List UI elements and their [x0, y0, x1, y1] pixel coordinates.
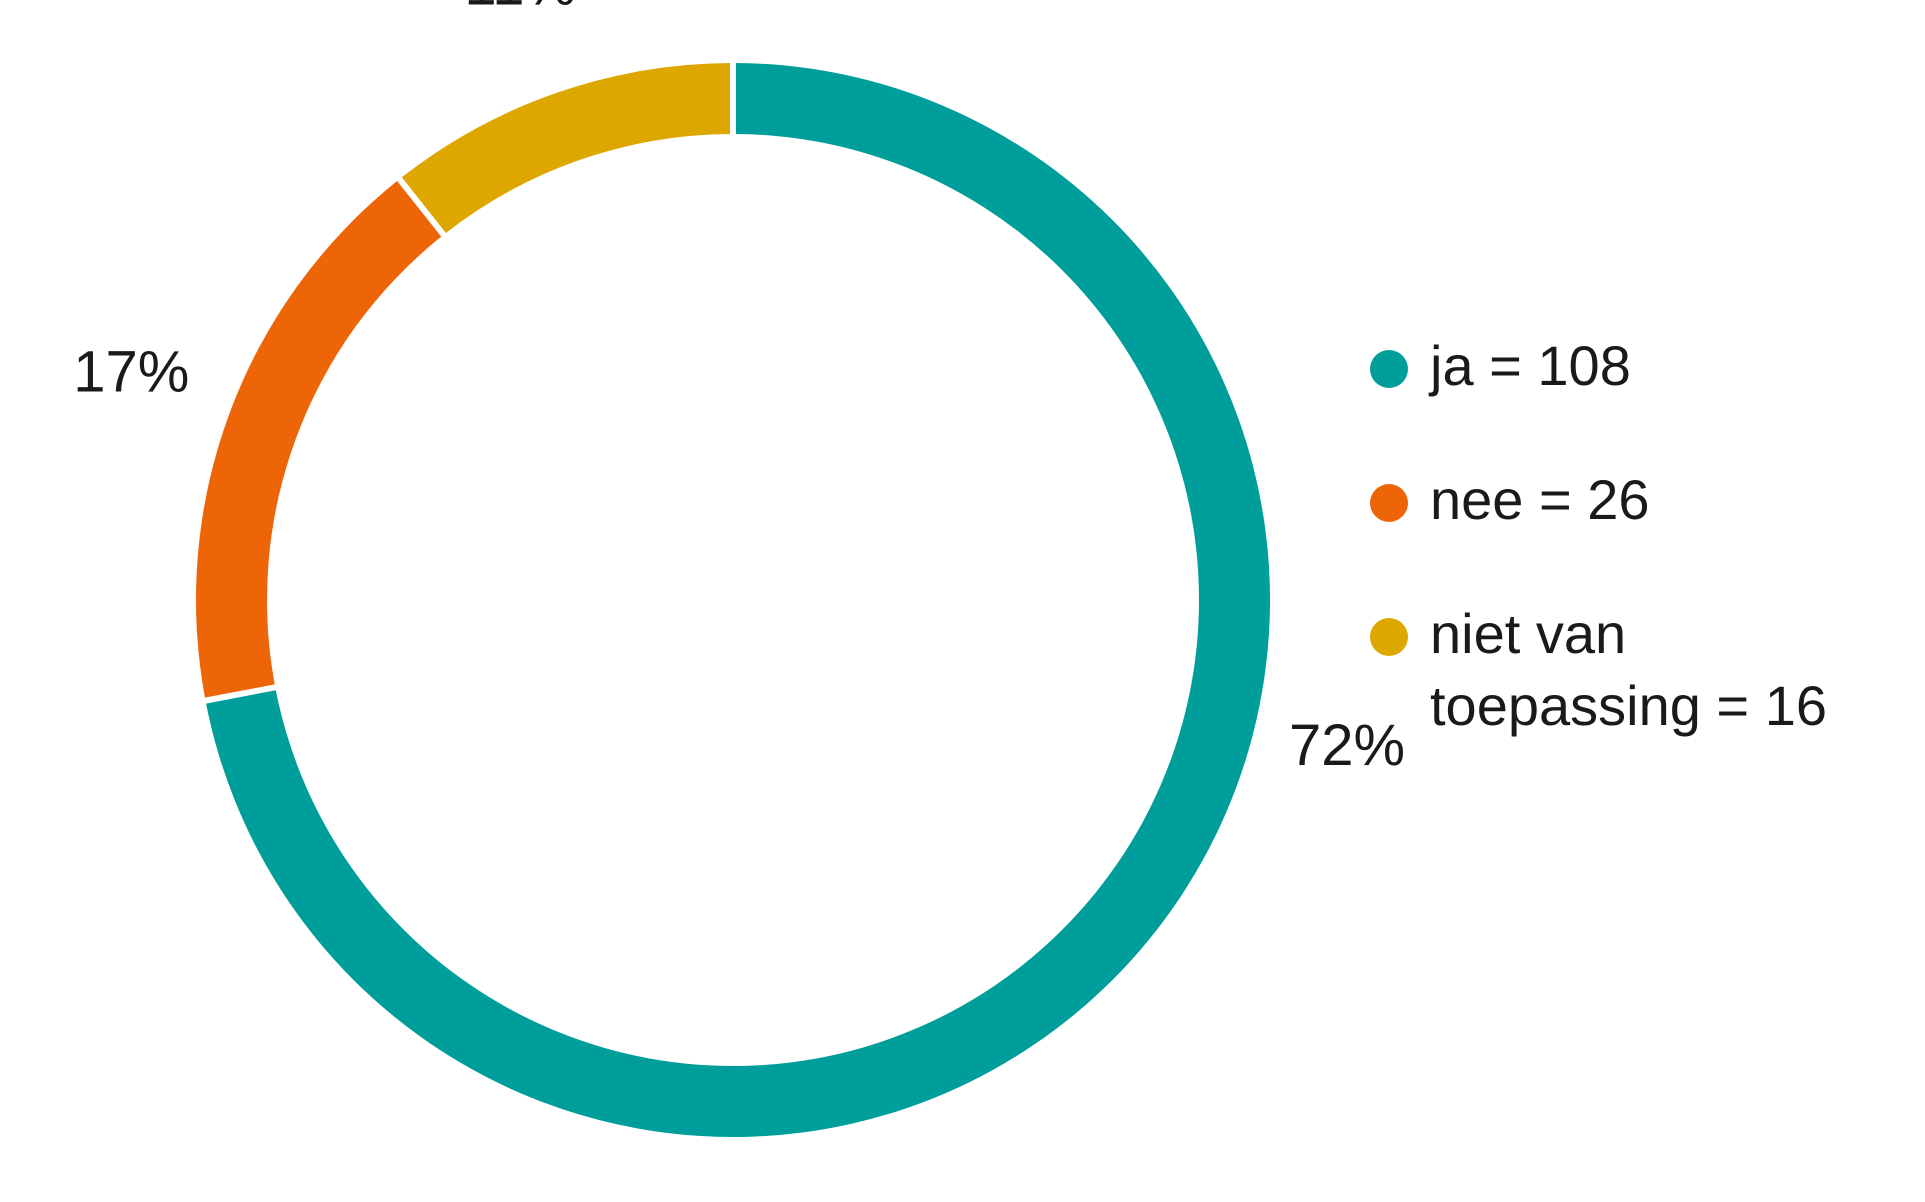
percent-label-niet-van-toepassing: 11%	[464, 0, 576, 17]
legend-swatch	[1370, 618, 1408, 656]
legend-swatch	[1370, 484, 1408, 522]
legend-item-ja: ja = 108	[1370, 330, 1910, 402]
percent-label-nee: 17%	[73, 340, 189, 405]
donut-slices	[196, 63, 1271, 1137]
percent-label-ja: 72%	[1289, 713, 1405, 778]
legend: ja = 108 nee = 26 niet van toepassing = 16	[1370, 330, 1910, 804]
legend-item-nee: nee = 26	[1370, 464, 1910, 536]
slice-nee	[196, 181, 442, 698]
legend-label: niet van toepassing = 16	[1430, 602, 1827, 737]
slice-niet-van-toepassing	[401, 63, 730, 233]
legend-item-niet-van-toepassing: niet van toepassing = 16	[1370, 598, 1910, 742]
percent-labels: 72% 17% 11%	[73, 0, 1405, 778]
legend-label: nee = 26	[1430, 468, 1650, 531]
legend-swatch	[1370, 350, 1408, 388]
legend-label: ja = 108	[1430, 334, 1631, 397]
